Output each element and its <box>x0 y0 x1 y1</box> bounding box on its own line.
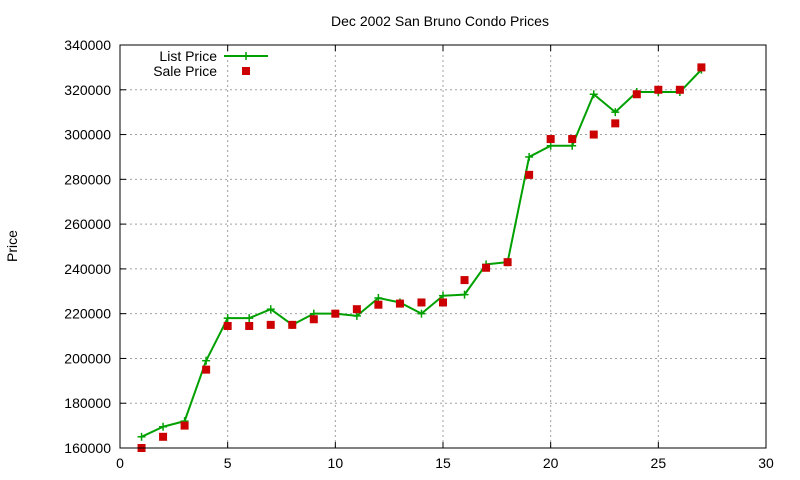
sale-price-point <box>309 315 318 324</box>
x-tick-label: 25 <box>651 455 667 471</box>
sale-price-point <box>180 421 189 430</box>
y-tick-label: 180000 <box>64 395 111 411</box>
list-price-point <box>223 314 232 323</box>
grid <box>120 45 766 448</box>
legend-square-marker <box>242 67 250 75</box>
list-price-point <box>202 356 211 365</box>
sale-price-point <box>159 432 168 441</box>
sale-price-point <box>395 299 404 308</box>
chart-title: Dec 2002 San Bruno Condo Prices <box>331 13 549 29</box>
legend: List Price Sale Price <box>153 48 268 79</box>
sale-price-point <box>503 258 512 267</box>
sale-price-point <box>417 298 426 307</box>
sale-price-point <box>546 135 555 144</box>
list-price-point <box>137 432 146 441</box>
legend-label-list-price: List Price <box>159 48 217 64</box>
x-tick-label: 5 <box>224 455 232 471</box>
legend-sample-sale-price <box>242 67 250 75</box>
sale-price-point <box>697 63 706 72</box>
list-price-point <box>589 90 598 99</box>
axis-ticks: 0 5 10 15 20 25 30 160000 180000 200000 220000 2400… <box>64 37 774 471</box>
y-tick-label: 260000 <box>64 216 111 232</box>
legend-sample-list-price <box>224 52 268 60</box>
sale-price-point <box>482 263 491 272</box>
x-tick-label: 0 <box>116 455 124 471</box>
list-price-point <box>525 152 534 161</box>
sale-price-point <box>266 320 275 329</box>
y-tick-label: 200000 <box>64 350 111 366</box>
y-tick-label: 160000 <box>64 440 111 456</box>
y-axis-label: Price <box>4 230 20 262</box>
y-tick-label: 320000 <box>64 82 111 98</box>
list-price-point <box>417 309 426 318</box>
sale-price-point <box>675 85 684 94</box>
x-tick-label: 15 <box>435 455 451 471</box>
sale-price-point <box>202 365 211 374</box>
sale-price-point <box>525 170 534 179</box>
list-price-point <box>546 141 555 150</box>
list-price-point <box>374 293 383 302</box>
sale-price-point <box>439 298 447 307</box>
sale-price-point <box>331 309 340 318</box>
y-tick-label: 240000 <box>64 261 111 277</box>
x-tick-label: 30 <box>758 455 774 471</box>
sale-price-point <box>288 320 297 329</box>
sale-price-point <box>460 276 469 285</box>
series-sale-price <box>137 63 706 452</box>
legend-label-sale-price: Sale Price <box>153 63 217 79</box>
sale-price-point <box>611 119 620 128</box>
y-tick-label: 220000 <box>64 306 111 322</box>
y-tick-label: 340000 <box>64 37 111 53</box>
y-tick-label: 300000 <box>64 127 111 143</box>
plot-frame <box>119 44 767 449</box>
sale-price-point <box>352 305 361 314</box>
sale-price-point <box>589 130 598 139</box>
list-price-point <box>439 291 447 300</box>
y-tick-label: 280000 <box>64 171 111 187</box>
sale-price-point <box>245 321 254 330</box>
series <box>137 63 706 452</box>
list-price-point <box>245 314 254 323</box>
sale-price-point <box>223 321 232 330</box>
sale-price-point <box>568 135 577 144</box>
list-price-point <box>568 141 577 150</box>
list-price-point <box>611 108 620 117</box>
sale-price-point <box>632 90 641 99</box>
list-price-point <box>352 311 361 320</box>
legend-plus-marker <box>242 52 250 60</box>
list-price-point <box>460 290 469 299</box>
sale-price-point <box>374 300 383 309</box>
x-tick-label: 10 <box>328 455 344 471</box>
list-price-point <box>159 422 168 431</box>
sale-price-point <box>654 85 663 94</box>
list-price-point <box>266 305 275 314</box>
x-tick-label: 20 <box>543 455 559 471</box>
